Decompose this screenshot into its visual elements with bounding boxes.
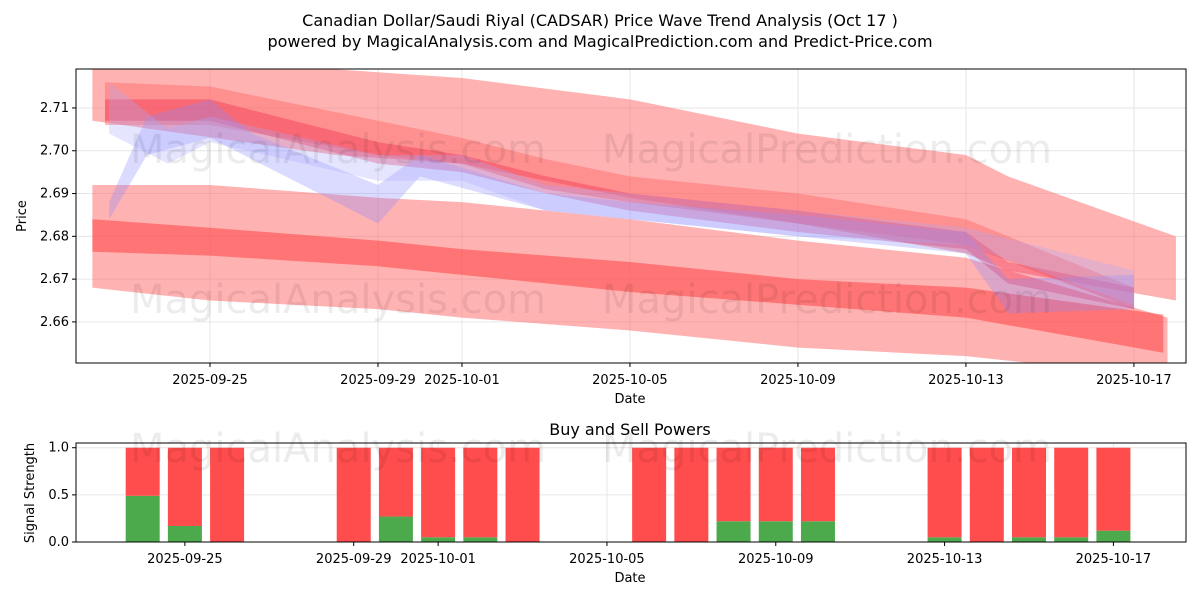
sell-bar <box>1054 447 1089 538</box>
watermark: MagicalPrediction.com <box>602 426 1052 472</box>
x-tick-label: 2025-10-05 <box>569 552 645 567</box>
y-tick-label: 2.69 <box>40 187 69 202</box>
wave-band <box>109 82 1134 305</box>
wave-band <box>104 82 1134 310</box>
price-wave-plot: MagicalAnalysis.com MagicalPrediction.co… <box>15 68 1187 407</box>
watermark: MagicalPrediction.com <box>602 127 1052 173</box>
x-tick-label: 2025-09-25 <box>147 552 223 567</box>
sell-bar <box>336 447 371 542</box>
sell-bar <box>421 447 456 538</box>
sell-bar <box>463 447 498 538</box>
sell-bar <box>969 447 1004 542</box>
y-tick-label: 2.66 <box>40 315 69 330</box>
buy-bar <box>716 521 751 542</box>
y-tick-label: 2.68 <box>40 229 69 244</box>
buy-bar <box>378 516 413 542</box>
buy-bar <box>1096 530 1131 542</box>
sell-bar <box>210 447 245 542</box>
chart-subtitle: powered by MagicalAnalysis.com and Magic… <box>267 32 932 51</box>
y-tick-label: 0.0 <box>48 535 69 550</box>
watermark: MagicalAnalysis.com <box>130 127 546 173</box>
x-tick-label: 2025-09-25 <box>172 373 248 388</box>
x-tick-label: 2025-10-13 <box>928 373 1004 388</box>
watermark: MagicalAnalysis.com <box>130 426 546 472</box>
sell-bar <box>927 447 962 538</box>
buy-bar <box>758 521 793 542</box>
y-axis-label: Price <box>15 200 30 232</box>
x-tick-label: 2025-09-29 <box>316 552 392 567</box>
sell-bar <box>378 447 413 517</box>
x-tick-label: 2025-10-17 <box>1076 552 1152 567</box>
sell-bar <box>167 447 202 526</box>
y-tick-label: 2.67 <box>40 272 69 287</box>
y-tick-label: 2.70 <box>40 144 69 159</box>
subplot-title: Buy and Sell Powers <box>549 420 711 439</box>
plot-frame <box>75 68 1187 364</box>
x-tick-label: 2025-10-01 <box>424 373 500 388</box>
wave-band <box>109 99 1134 314</box>
y-tick-label: 2.71 <box>40 101 69 116</box>
wave-band <box>104 99 1134 310</box>
sell-bar <box>505 447 540 542</box>
buy-bar <box>421 537 456 542</box>
x-tick-label: 2025-10-09 <box>760 373 836 388</box>
x-tick-label: 2025-10-17 <box>1096 373 1172 388</box>
y-tick-label: 1.0 <box>48 441 69 456</box>
plot-frame <box>75 442 1187 543</box>
sell-bar <box>674 447 709 542</box>
watermark: MagicalAnalysis.com <box>130 277 546 323</box>
y-axis-label: Signal Strength <box>23 443 38 543</box>
sell-bar <box>1011 447 1046 538</box>
x-tick-label: 2025-10-13 <box>907 552 983 567</box>
sell-bar <box>716 447 751 522</box>
x-tick-label: 2025-10-09 <box>738 552 814 567</box>
sell-bar <box>800 447 835 522</box>
y-tick-label: 0.5 <box>48 488 69 503</box>
sell-bar <box>632 447 667 542</box>
buy-bar <box>1011 537 1046 542</box>
x-axis-label: Date <box>614 571 645 586</box>
buy-bar <box>125 495 160 542</box>
buy-bar <box>927 537 962 542</box>
buy-sell-plot: Buy and Sell Powers MagicalAnalysis.com … <box>23 420 1187 586</box>
buy-bar <box>167 525 202 542</box>
sell-bar <box>758 447 793 522</box>
x-axis-label: Date <box>614 392 645 407</box>
buy-bar <box>1054 537 1089 542</box>
buy-bar <box>463 537 498 542</box>
x-tick-label: 2025-09-29 <box>340 373 416 388</box>
buy-bar <box>800 521 835 542</box>
x-tick-label: 2025-10-05 <box>592 373 668 388</box>
sell-bar <box>1096 447 1131 531</box>
chart-title: Canadian Dollar/Saudi Riyal (CADSAR) Pri… <box>302 11 898 30</box>
wave-band <box>92 219 1164 353</box>
sell-bar <box>125 447 160 496</box>
x-tick-label: 2025-10-01 <box>400 552 476 567</box>
watermark: MagicalPrediction.com <box>602 277 1052 323</box>
wave-band <box>92 69 1176 301</box>
